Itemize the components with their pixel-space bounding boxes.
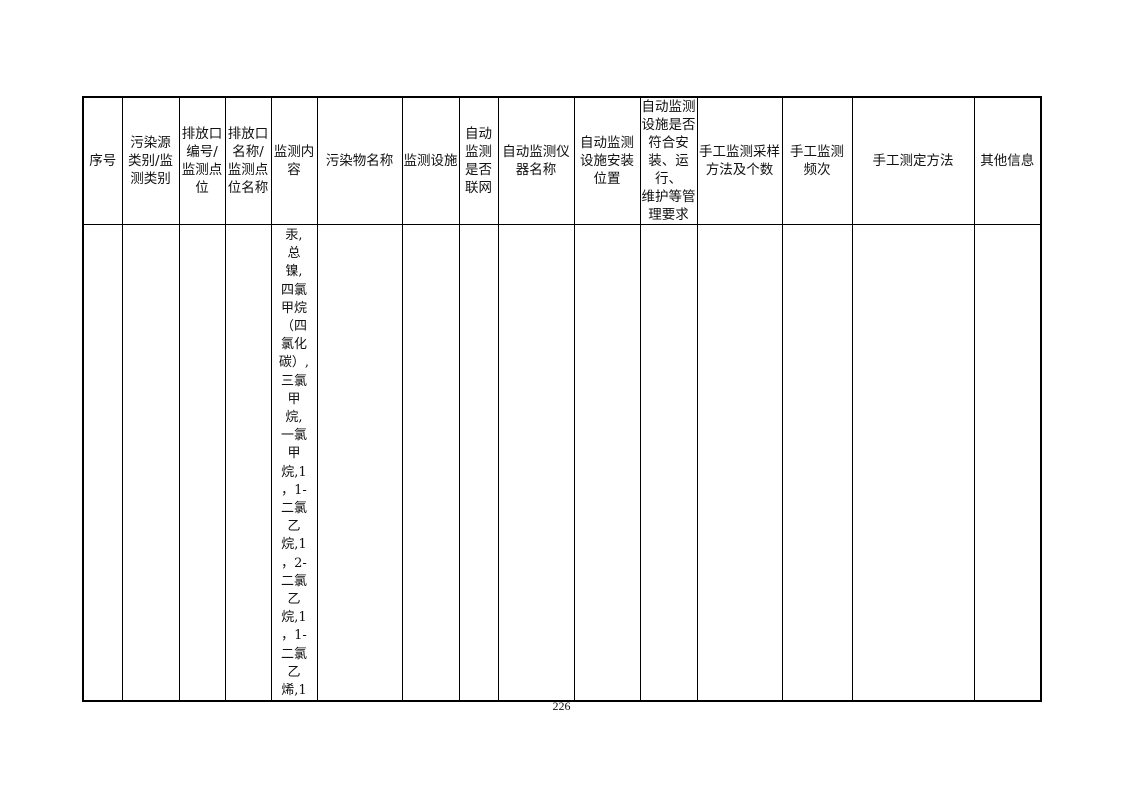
column-header: 污染物名称 — [316, 96, 403, 225]
column-header: 排放口 名称/ 监测点 位名称 — [224, 96, 272, 225]
table-cell — [401, 224, 460, 702]
table-cell — [851, 224, 975, 702]
table-cell — [224, 224, 272, 702]
column-header: 自动监测 设施是否 符合安 装、运行、 维护等管 理要求 — [639, 96, 698, 225]
table-cell — [973, 224, 1042, 702]
table-cell — [573, 224, 641, 702]
table-cell — [497, 224, 575, 702]
column-header: 自动监测仪 器名称 — [497, 96, 575, 225]
column-header: 自动 监测 是否 联网 — [458, 96, 499, 225]
column-header: 污染源 类别/监 测类别 — [121, 96, 180, 225]
table-cell — [316, 224, 403, 702]
column-header: 自动监测 设施安装 位置 — [573, 96, 641, 225]
table-header-row: 序号 污染源 类别/监 测类别 排放口 编号/ 监测点 位排放口 名称/ 监测点 位… — [82, 96, 1042, 225]
page-number: 226 — [552, 699, 571, 713]
table-cell — [82, 224, 123, 702]
column-header: 手工监测采样 方法及个数 — [696, 96, 783, 225]
column-header: 手工测定方法 — [851, 96, 975, 225]
column-header: 序号 — [82, 96, 123, 225]
monitoring-table: 序号 污染源 类别/监 测类别 排放口 编号/ 监测点 位排放口 名称/ 监测点 位… — [82, 96, 1042, 703]
table-cell — [178, 224, 226, 702]
column-header: 监测设施 — [401, 96, 460, 225]
table-cell — [121, 224, 180, 702]
table-cell — [639, 224, 698, 702]
table-cell — [696, 224, 783, 702]
column-header: 手工监测 频次 — [781, 96, 853, 225]
column-header: 监测内 容 — [270, 96, 318, 225]
column-header: 其他信息 — [973, 96, 1042, 225]
table-cell — [458, 224, 499, 702]
table-row: 汞, 总 镍, 四氯 甲烷 （四 氯化 碳）, 三氯 甲 烷, 一氯 甲 烷,1… — [82, 224, 1042, 702]
table-cell — [781, 224, 853, 702]
column-header: 排放口 编号/ 监测点 位 — [178, 96, 226, 225]
monitoring-content-cell: 汞, 总 镍, 四氯 甲烷 （四 氯化 碳）, 三氯 甲 烷, 一氯 甲 烷,1… — [270, 224, 318, 702]
